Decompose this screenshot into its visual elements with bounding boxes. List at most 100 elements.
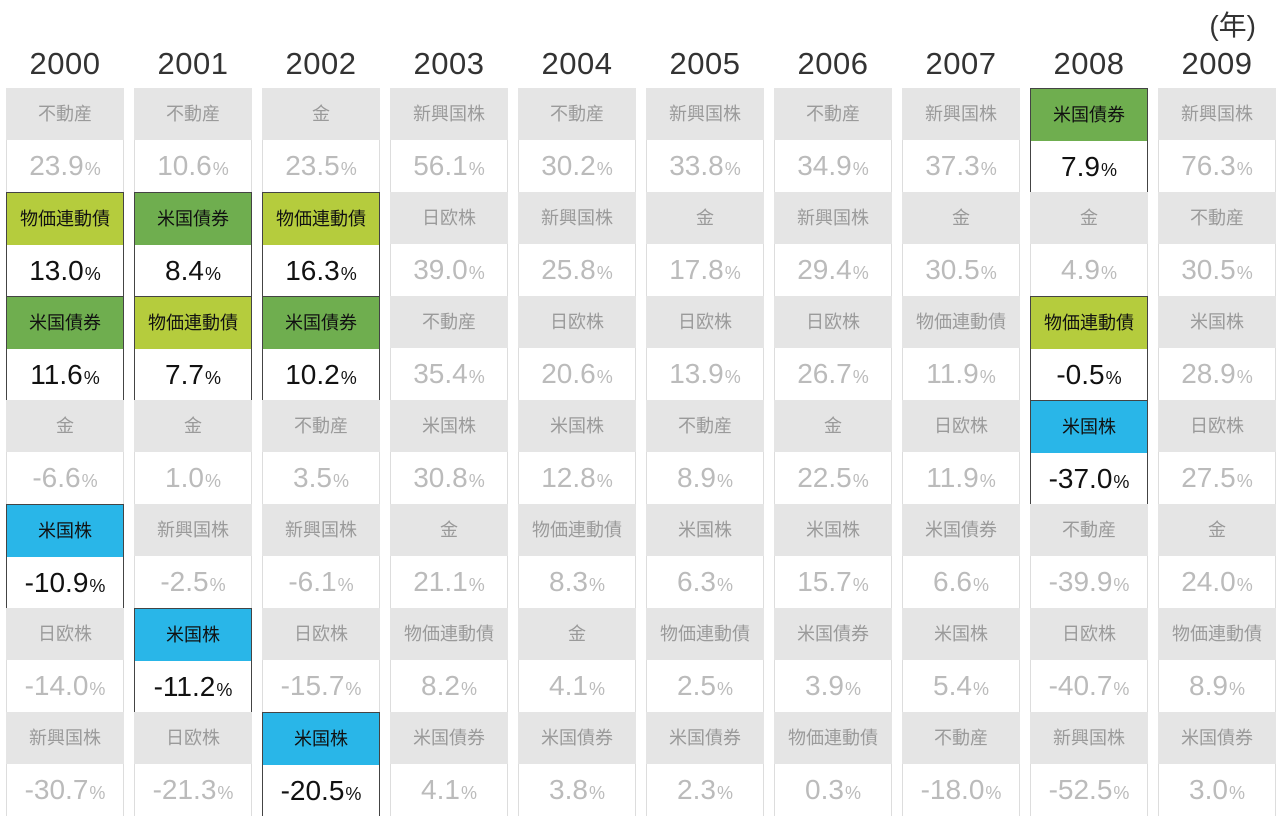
asset-label: 新興国株 [6, 712, 124, 764]
asset-label: 米国株 [1158, 296, 1276, 348]
return-number: 37.3 [925, 150, 980, 181]
percent-sign: % [84, 159, 101, 179]
return-number: 22.5 [797, 462, 852, 493]
percent-sign: % [345, 784, 362, 804]
asset-label: 米国債券 [646, 712, 764, 764]
asset-label: 日欧株 [1030, 608, 1148, 660]
return-number: 7.7 [165, 359, 204, 390]
return-number: 26.7 [797, 358, 852, 389]
return-number: 30.2 [541, 150, 596, 181]
asset-label: 物価連動債 [902, 296, 1020, 348]
year-column: 2008 米国債券 7.9% 金 4.9% 物価連動債 -0.5% 米国株 -37.0% 不動産 -… [1030, 40, 1148, 816]
return-value: 30.5% [1158, 244, 1276, 296]
return-value: 33.8% [646, 140, 764, 192]
return-number: 33.8 [669, 150, 724, 181]
return-number: 30.8 [413, 462, 468, 493]
return-number: 2.3 [677, 774, 716, 805]
ranking-cell: 新興国株 -6.1% [262, 504, 380, 608]
return-number: 4.9 [1061, 254, 1100, 285]
return-number: 13.0 [29, 255, 84, 286]
return-value: 8.3% [518, 556, 636, 608]
return-number: 11.6 [30, 359, 83, 390]
percent-sign: % [852, 159, 869, 179]
return-value: -18.0% [902, 764, 1020, 816]
return-number: -6.6 [32, 462, 81, 493]
ranking-cell: 不動産 30.2% [518, 88, 636, 192]
return-value: -30.7% [6, 764, 124, 816]
year-header: 2005 [669, 46, 741, 81]
year-column: 2003 新興国株 56.1% 日欧株 39.0% 不動産 35.4% 米国株 30.8% 金 21… [390, 40, 508, 816]
return-value: -6.6% [6, 452, 124, 504]
asset-label: 米国株 [135, 609, 251, 661]
return-number: 10.2 [285, 359, 340, 390]
asset-label: 物価連動債 [1158, 608, 1276, 660]
asset-label: 物価連動債 [1031, 297, 1147, 349]
percent-sign: % [89, 576, 106, 596]
percent-sign: % [588, 575, 605, 595]
year-column: 2009 新興国株 76.3% 不動産 30.5% 米国株 28.9% 日欧株 27.5% 金 24… [1158, 40, 1276, 816]
return-value: 8.2% [390, 660, 508, 712]
return-value: 26.7% [774, 348, 892, 400]
asset-label: 不動産 [134, 88, 252, 140]
percent-sign: % [980, 159, 997, 179]
return-value: 13.0% [7, 245, 123, 297]
return-value: 17.8% [646, 244, 764, 296]
asset-label: 日欧株 [518, 296, 636, 348]
percent-sign: % [1228, 679, 1245, 699]
return-value: 11.9% [902, 348, 1020, 400]
ranking-cell: 日欧株 -14.0% [6, 608, 124, 712]
percent-sign: % [460, 679, 477, 699]
return-number: -0.5 [1056, 359, 1105, 390]
return-number: 7.9 [1061, 151, 1100, 182]
ranking-cell: 物価連動債 8.9% [1158, 608, 1276, 712]
asset-label: 米国株 [1031, 401, 1147, 453]
asset-label: 新興国株 [262, 504, 380, 556]
return-number: 39.0 [413, 254, 468, 285]
return-number: -11.2 [153, 671, 216, 702]
asset-label: 金 [518, 608, 636, 660]
percent-sign: % [1236, 575, 1253, 595]
asset-label: 金 [902, 192, 1020, 244]
percent-sign: % [985, 783, 1002, 803]
asset-label: 日欧株 [1158, 400, 1276, 452]
return-number: -21.3 [152, 774, 217, 805]
asset-label: 米国債券 [263, 297, 379, 349]
percent-sign: % [1113, 783, 1130, 803]
return-number: 35.4 [413, 358, 468, 389]
ranking-cell: 物価連動債 8.3% [518, 504, 636, 608]
ranking-cell: 米国株 -11.2% [134, 608, 252, 713]
return-value: 10.6% [134, 140, 252, 192]
return-number: 56.1 [413, 150, 468, 181]
percent-sign: % [716, 471, 733, 491]
asset-label: 日欧株 [134, 712, 252, 764]
return-value: -14.0% [6, 660, 124, 712]
return-value: 3.0% [1158, 764, 1276, 816]
year-header: 2009 [1181, 46, 1253, 81]
year-column: 2006 不動産 34.9% 新興国株 29.4% 日欧株 26.7% 金 22.5% 米国株 15… [774, 40, 892, 816]
percent-sign: % [980, 263, 997, 283]
percent-sign: % [1228, 783, 1245, 803]
return-number: 6.3 [677, 566, 716, 597]
asset-label: 金 [1030, 192, 1148, 244]
return-number: 3.9 [805, 670, 844, 701]
ranking-cell: 米国債券 8.4% [134, 192, 252, 297]
return-number: -37.0 [1048, 463, 1113, 494]
return-value: 21.1% [390, 556, 508, 608]
ranking-cell: 物価連動債 16.3% [262, 192, 380, 297]
ranking-cell: 米国株 -37.0% [1030, 400, 1148, 505]
return-number: 10.6 [157, 150, 212, 181]
return-number: 24.0 [1181, 566, 1236, 597]
percent-sign: % [217, 783, 234, 803]
return-number: 11.9 [926, 462, 979, 493]
ranking-cell: 金 4.9% [1030, 192, 1148, 296]
asset-label: 米国債券 [1158, 712, 1276, 764]
ranking-cell: 米国債券 4.1% [390, 712, 508, 816]
percent-sign: % [1113, 575, 1130, 595]
return-value: 5.4% [902, 660, 1020, 712]
asset-label: 金 [390, 504, 508, 556]
ranking-cell: 日欧株 26.7% [774, 296, 892, 400]
return-number: -6.1 [288, 566, 337, 597]
return-value: -20.5% [263, 765, 379, 817]
ranking-cell: 不動産 -39.9% [1030, 504, 1148, 608]
return-number: -14.0 [24, 670, 89, 701]
